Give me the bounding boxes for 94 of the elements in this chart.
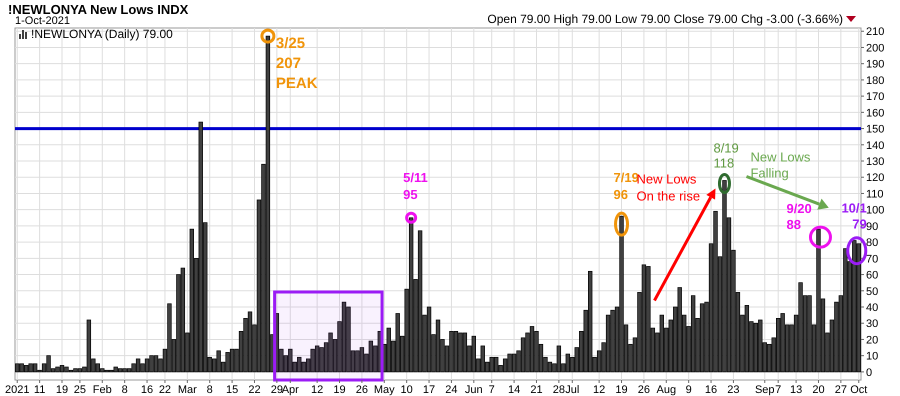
x-tick-label: 22 xyxy=(158,384,172,396)
bar xyxy=(167,303,172,372)
y-tick-label: 10 xyxy=(866,350,878,363)
bar xyxy=(436,320,440,372)
bar xyxy=(807,295,812,372)
bar xyxy=(144,358,150,372)
x-tick-label: 26 xyxy=(638,384,650,396)
x-tick-label: 2021 xyxy=(4,384,30,396)
y-tick-label: 130 xyxy=(866,156,884,168)
bar xyxy=(355,350,360,372)
y-tick-label: 0 xyxy=(866,366,872,379)
bar xyxy=(328,332,333,372)
y-tick-label: 190 xyxy=(866,58,884,71)
y-tick-label: 110 xyxy=(866,188,884,200)
x-tick-label: 25 xyxy=(74,384,86,396)
y-tick-label: 140 xyxy=(866,140,884,152)
x-tick-label: 14 xyxy=(508,384,520,396)
bar xyxy=(73,368,78,372)
x-tick-label: 19 xyxy=(333,384,346,396)
x-tick-label: 19 xyxy=(56,384,68,396)
bar xyxy=(55,366,60,372)
bar xyxy=(342,302,346,372)
y-tick-label: 90 xyxy=(866,220,878,233)
y-tick-label: 50 xyxy=(866,286,878,298)
y-tick-label: 120 xyxy=(866,172,884,184)
bar xyxy=(530,326,534,372)
x-tick-label: Oct xyxy=(850,384,868,396)
y-tick-label: 150 xyxy=(866,124,884,136)
y-tick-label: 160 xyxy=(866,107,884,120)
bar xyxy=(60,365,64,372)
bar xyxy=(64,366,69,372)
bar xyxy=(610,310,615,372)
x-tick-label: 26 xyxy=(356,384,368,396)
x-tick-label: 9 xyxy=(686,384,692,396)
x-tick-label: Apr xyxy=(282,384,300,396)
y-tick-label: 200 xyxy=(866,42,884,54)
annotation: 3/25 207 PEAK xyxy=(276,35,318,92)
x-tick-label: 16 xyxy=(704,384,718,396)
x-tick-label: 15 xyxy=(226,384,238,396)
bar xyxy=(46,355,51,372)
x-tick-label: 13 xyxy=(790,384,802,396)
x-tick-label: 29 xyxy=(270,384,283,396)
chart-subtitle: 1-Oct-2021 xyxy=(15,15,70,27)
x-tick-label: 19 xyxy=(615,384,628,396)
y-tick-label: 60 xyxy=(866,270,878,282)
x-tick-label: 10 xyxy=(400,384,413,396)
x-tick-label: 7 xyxy=(775,384,782,396)
bar xyxy=(449,330,454,372)
annotation: 5/11 95 xyxy=(403,170,428,202)
x-tick-label: 23 xyxy=(727,384,740,396)
x-tick-label: May xyxy=(374,384,396,396)
x-tick-label: 24 xyxy=(445,384,458,396)
x-tick-label: Jul xyxy=(565,384,580,396)
x-tick-label: Mar xyxy=(178,384,198,396)
x-tick-label: 8 xyxy=(122,384,128,396)
x-tick-label: 17 xyxy=(422,384,436,396)
y-tick-label: 180 xyxy=(866,74,884,87)
y-tick-label: 30 xyxy=(866,318,878,330)
x-tick-label: Jun xyxy=(464,384,483,396)
bar xyxy=(248,312,252,372)
y-tick-label: 170 xyxy=(866,91,884,104)
x-tick-label: 12 xyxy=(593,384,606,396)
annotation: 8/19 118 xyxy=(713,140,739,170)
x-tick-label: Sep xyxy=(754,384,775,396)
bar xyxy=(722,180,727,372)
x-tick-label: 27 xyxy=(834,384,847,396)
bar xyxy=(154,355,158,372)
x-tick-label: Aug xyxy=(656,384,676,396)
x-tick-label: 7 xyxy=(488,384,495,396)
x-tick-label: 28 xyxy=(552,384,565,396)
y-tick-label: 80 xyxy=(866,237,878,250)
x-tick-label: 22 xyxy=(248,384,261,396)
y-tick-label: 100 xyxy=(866,204,884,217)
x-tick-label: 16 xyxy=(140,384,154,396)
x-tick-label: Feb xyxy=(92,384,112,396)
bar xyxy=(798,282,803,372)
annotation: 9/20 88 xyxy=(786,201,812,232)
chart-title: !NEWLONYA New Lows INDX xyxy=(8,2,189,17)
annotation: New Lows Falling xyxy=(750,149,811,180)
legend-label: !NEWLONYA (Daily) 79.00 xyxy=(31,27,174,41)
x-tick-label: 8 xyxy=(206,384,213,396)
bar xyxy=(149,355,154,372)
x-tick-label: 11 xyxy=(34,384,46,396)
x-tick-label: 12 xyxy=(311,384,324,396)
x-tick-label: 21 xyxy=(530,384,543,396)
x-tick-label: 20 xyxy=(812,384,825,396)
y-tick-label: 20 xyxy=(866,334,878,346)
y-tick-label: 70 xyxy=(866,253,878,266)
bar xyxy=(713,210,718,372)
annotation: 10/1 79 xyxy=(841,200,867,232)
y-tick-label: 40 xyxy=(866,302,878,314)
bar xyxy=(426,306,432,372)
y-tick-label: 210 xyxy=(866,26,884,38)
text: Open 79.00 High 79.00 Low 79.00 Close 79.00 Chg -3.00 (-3.66%) xyxy=(487,12,843,26)
